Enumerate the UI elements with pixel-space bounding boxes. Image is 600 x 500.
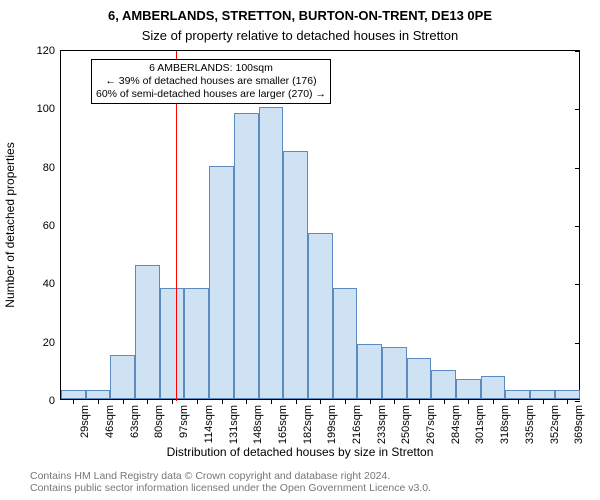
footer-attribution: Contains HM Land Registry data © Crown c… xyxy=(30,470,431,494)
x-tick-label: 352sqm xyxy=(548,399,562,444)
chart-title-sub: Size of property relative to detached ho… xyxy=(0,28,600,43)
histogram-bar xyxy=(259,107,284,399)
chart-title-main: 6, AMBERLANDS, STRETTON, BURTON-ON-TRENT… xyxy=(0,8,600,23)
y-tick-label: 40 xyxy=(15,278,61,290)
x-tick-label: 284sqm xyxy=(449,399,463,444)
x-tick-label: 233sqm xyxy=(375,399,389,444)
x-tick-label: 97sqm xyxy=(177,399,191,438)
footer-line-1: Contains HM Land Registry data © Crown c… xyxy=(30,470,431,482)
annotation-box: 6 AMBERLANDS: 100sqm← 39% of detached ho… xyxy=(91,59,331,104)
histogram-bar xyxy=(234,113,259,399)
annotation-text: ← 39% of detached houses are smaller (17… xyxy=(96,75,326,88)
histogram-bar xyxy=(209,166,234,399)
x-tick-label: 267sqm xyxy=(424,399,438,444)
histogram-bar xyxy=(308,233,333,399)
footer-line-2: Contains public sector information licen… xyxy=(30,482,431,494)
x-tick-label: 301sqm xyxy=(473,399,487,444)
x-tick-label: 216sqm xyxy=(350,399,364,444)
histogram-bar xyxy=(456,379,481,399)
histogram-bar xyxy=(431,370,456,399)
x-tick-label: 335sqm xyxy=(523,399,537,444)
x-tick-label: 63sqm xyxy=(128,399,142,438)
histogram-bar xyxy=(160,288,185,399)
plot-frame: 02040608010012029sqm46sqm63sqm80sqm97sqm… xyxy=(60,50,580,400)
x-tick-label: 165sqm xyxy=(276,399,290,444)
plot-area: 02040608010012029sqm46sqm63sqm80sqm97sqm… xyxy=(60,50,580,400)
histogram-bar xyxy=(382,347,407,400)
histogram-bar xyxy=(555,390,580,399)
x-tick-label: 199sqm xyxy=(325,399,339,444)
histogram-bar xyxy=(283,151,308,399)
x-tick-label: 182sqm xyxy=(301,399,315,444)
histogram-bar xyxy=(333,288,358,399)
histogram-bar xyxy=(505,390,530,399)
y-tick-label: 20 xyxy=(15,337,61,349)
x-tick-label: 250sqm xyxy=(399,399,413,444)
x-tick-label: 29sqm xyxy=(78,399,92,438)
x-tick-label: 131sqm xyxy=(227,399,241,444)
x-tick-label: 46sqm xyxy=(103,399,117,438)
x-tick-label: 114sqm xyxy=(202,399,216,443)
x-axis-label: Distribution of detached houses by size … xyxy=(0,445,600,459)
histogram-bar xyxy=(135,265,160,399)
x-tick-label: 80sqm xyxy=(152,399,166,438)
annotation-text: 60% of semi-detached houses are larger (… xyxy=(96,88,326,101)
y-tick-label: 120 xyxy=(15,45,61,57)
y-tick-label: 60 xyxy=(15,220,61,232)
x-tick-label: 318sqm xyxy=(498,399,512,444)
x-tick-label: 148sqm xyxy=(251,399,265,444)
histogram-bar xyxy=(407,358,432,399)
y-tick-label: 80 xyxy=(15,162,61,174)
y-tick-label: 0 xyxy=(15,395,61,407)
histogram-bar xyxy=(481,376,506,399)
histogram-bar xyxy=(184,288,209,399)
histogram-bar xyxy=(357,344,382,399)
x-tick-label: 369sqm xyxy=(572,399,586,444)
histogram-bar xyxy=(61,390,86,399)
histogram-bar xyxy=(530,390,555,399)
histogram-bar xyxy=(86,390,111,399)
annotation-text: 6 AMBERLANDS: 100sqm xyxy=(96,62,326,75)
histogram-bar xyxy=(110,355,135,399)
y-tick-label: 100 xyxy=(15,103,61,115)
